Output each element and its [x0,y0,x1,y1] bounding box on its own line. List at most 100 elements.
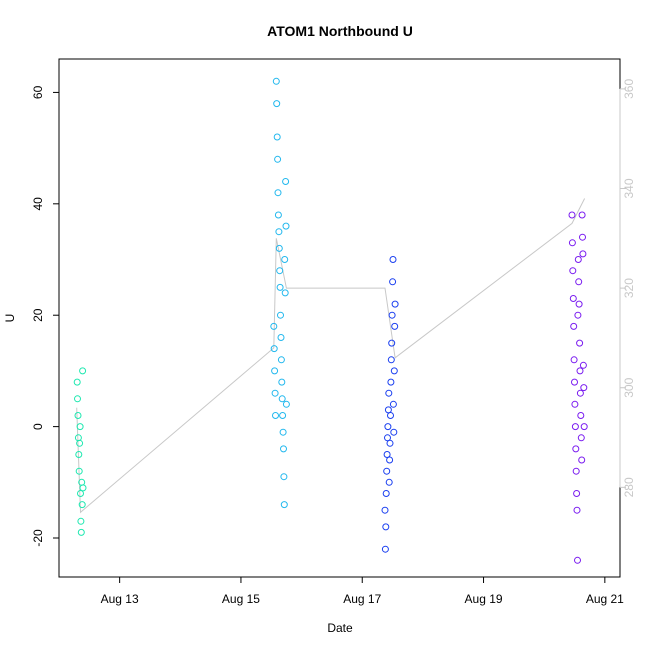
data-point [282,222,290,230]
data-point [386,456,394,464]
data-point [274,155,282,163]
data-point [575,300,583,308]
data-point [77,528,85,536]
data-point [390,428,398,436]
data-point [572,467,580,475]
data-point [74,434,82,442]
data-point [387,378,395,386]
data-point [575,278,583,286]
data-point [573,506,581,514]
y2-tick-label: 280 [622,477,636,497]
data-point [381,506,389,514]
data-point [270,322,278,330]
y2-tick-label: 340 [622,178,636,198]
data-point [578,211,586,219]
data-point [78,501,86,509]
data-point [271,367,279,375]
data-point [73,378,81,386]
data-point [271,389,279,397]
x-tick-label: Aug 19 [465,592,503,606]
y-axis-label: U [3,314,17,323]
plot-area [58,58,621,578]
data-point [391,300,399,308]
data-point [278,395,286,403]
data-point [383,451,391,458]
data-point [75,451,83,458]
data-point [571,423,579,431]
data-point [384,434,391,442]
y2-tick-label: 300 [622,377,636,397]
data-point [282,400,290,408]
data-point [276,283,284,291]
data-point [282,178,290,185]
data-point [579,250,587,258]
data-point [381,545,389,553]
data-point [385,389,393,397]
data-point [576,389,584,397]
data-point [387,412,394,419]
data-point [568,239,576,247]
x-tick-label: Aug 15 [222,592,260,606]
x-tick-label: Aug 17 [343,592,381,606]
data-point [382,523,390,531]
data-point [79,367,87,375]
data-point [580,423,588,431]
data-point [386,439,394,447]
data-point [574,311,582,319]
data-point [576,367,584,375]
data-point [281,289,289,297]
data-point [572,445,580,453]
data-point [383,467,391,475]
y2-tick-label: 360 [622,79,636,99]
data-point [389,256,397,263]
data-point [384,423,392,431]
data-point [276,267,284,275]
data-point [389,278,397,286]
data-point [74,412,82,419]
secondary-line [76,198,586,514]
data-point [389,400,397,408]
x-axis: Aug 13 Aug 15 Aug 17 Aug 19 Aug 21 [101,576,624,606]
data-point [278,378,286,386]
data-point [277,311,284,319]
data-point [281,256,289,263]
data-point [574,556,581,564]
data-point [274,189,282,197]
data-point [391,322,399,330]
data-point [272,77,280,85]
data-point [388,339,396,347]
data-point [385,478,393,486]
y-tick-label: 60 [31,85,45,99]
x-axis-label: Date [327,621,353,635]
data-point [280,445,287,453]
data-point [274,211,282,219]
data-point [272,412,279,419]
data-point [279,428,287,436]
data-point [277,356,285,364]
data-point [279,412,287,419]
data-point [74,395,81,403]
data-point [569,295,577,302]
data-point [75,467,83,475]
secondary-line-layer [76,198,586,514]
data-point [570,356,578,364]
y-tick-label: 40 [31,197,45,211]
data-point [270,345,278,353]
y-tick-label: 20 [31,308,45,322]
data-point [79,484,87,492]
y2-tick-label: 320 [622,278,636,298]
data-point [571,378,578,386]
data-point [579,233,586,241]
chart-title: ATOM1 Northbound U [267,23,413,39]
data-point [577,434,585,442]
y2-axis: 280 300 320 340 360 [619,79,636,497]
data-point [569,267,577,275]
x-tick-label: Aug 21 [586,592,624,606]
data-point [571,400,579,408]
data-point [277,334,285,341]
y-tick-label: -20 [31,529,45,547]
data-point [76,423,84,431]
data-point [577,412,585,419]
data-point [77,517,85,525]
